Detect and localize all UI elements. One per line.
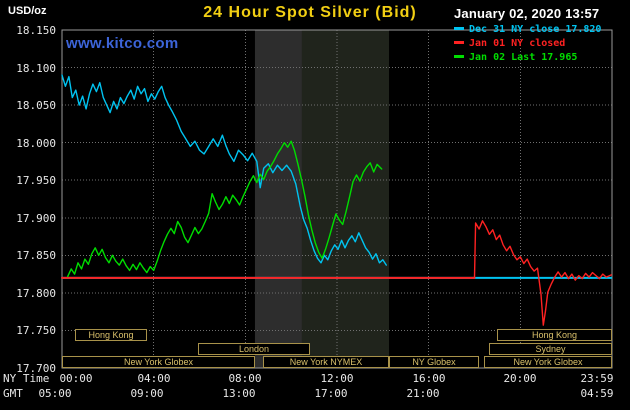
ny-time-axis-title: NY Time bbox=[3, 372, 50, 385]
datetime-label: January 02, 2020 13:57 bbox=[454, 6, 600, 21]
session-box-sydney: Sydney bbox=[489, 343, 612, 355]
x-axis-tick-gmt: 09:00 bbox=[130, 387, 164, 400]
session-box-ny-globex: NY Globex bbox=[389, 356, 479, 368]
session-box-hong-kong-2: Hong Kong bbox=[497, 329, 612, 341]
legend-label: Jan 01 NY closed bbox=[469, 38, 566, 49]
unit-label: USD/oz bbox=[8, 5, 47, 17]
y-axis-tick: 18.050 bbox=[16, 99, 56, 112]
x-axis-tick-ny: 20:00 bbox=[503, 372, 537, 385]
x-axis-tick-ny: 23:59 bbox=[580, 372, 614, 385]
legend: Dec 31 NY close 17.820 Jan 01 NY closed … bbox=[454, 24, 601, 66]
session-box-hong-kong: Hong Kong bbox=[75, 329, 147, 341]
dec31-line-marker-icon bbox=[454, 27, 464, 30]
legend-item-jan02: Jan 02 Last 17.965 bbox=[454, 52, 601, 66]
legend-label: Jan 02 Last 17.965 bbox=[469, 52, 578, 63]
y-axis-tick: 17.700 bbox=[16, 362, 56, 375]
y-axis-tick: 17.900 bbox=[16, 212, 56, 225]
gmt-axis-title: GMT bbox=[3, 387, 23, 400]
jan02-line-marker-icon bbox=[454, 55, 464, 58]
x-axis-tick-ny: 04:00 bbox=[137, 372, 171, 385]
session-box-new-york-globex-2: New York Globex bbox=[484, 356, 612, 368]
y-axis-tick: 17.750 bbox=[16, 324, 56, 337]
x-axis-tick-ny: 00:00 bbox=[59, 372, 93, 385]
x-axis-tick-ny: 08:00 bbox=[228, 372, 262, 385]
x-axis-tick-gmt: 13:00 bbox=[222, 387, 256, 400]
jan01-line-marker-icon bbox=[454, 41, 464, 44]
y-axis-tick: 18.100 bbox=[16, 62, 56, 75]
x-axis-tick-ny: 12:00 bbox=[320, 372, 354, 385]
y-axis-tick: 18.150 bbox=[16, 24, 56, 37]
session-box-london: London bbox=[198, 343, 310, 355]
session-box-new-york-nymex: New York NYMEX bbox=[263, 356, 389, 368]
page-title: 24 Hour Spot Silver (Bid) bbox=[203, 4, 417, 21]
legend-item-dec31: Dec 31 NY close 17.820 bbox=[454, 24, 601, 38]
kitco-watermark-link[interactable]: www.kitco.com bbox=[66, 35, 179, 52]
legend-item-jan01: Jan 01 NY closed bbox=[454, 38, 601, 52]
x-axis-tick-gmt: 04:59 bbox=[580, 387, 614, 400]
y-axis-tick: 18.000 bbox=[16, 137, 56, 150]
x-axis-tick-ny: 16:00 bbox=[412, 372, 446, 385]
y-axis-tick: 17.850 bbox=[16, 249, 56, 262]
session-box-new-york-globex: New York Globex bbox=[62, 356, 255, 368]
y-axis-tick: 17.950 bbox=[16, 174, 56, 187]
legend-label: Dec 31 NY close 17.820 bbox=[469, 24, 602, 35]
y-axis-tick: 17.800 bbox=[16, 287, 56, 300]
x-axis-tick-gmt: 21:00 bbox=[406, 387, 440, 400]
x-axis-tick-gmt: 05:00 bbox=[38, 387, 72, 400]
x-axis-tick-gmt: 17:00 bbox=[314, 387, 348, 400]
